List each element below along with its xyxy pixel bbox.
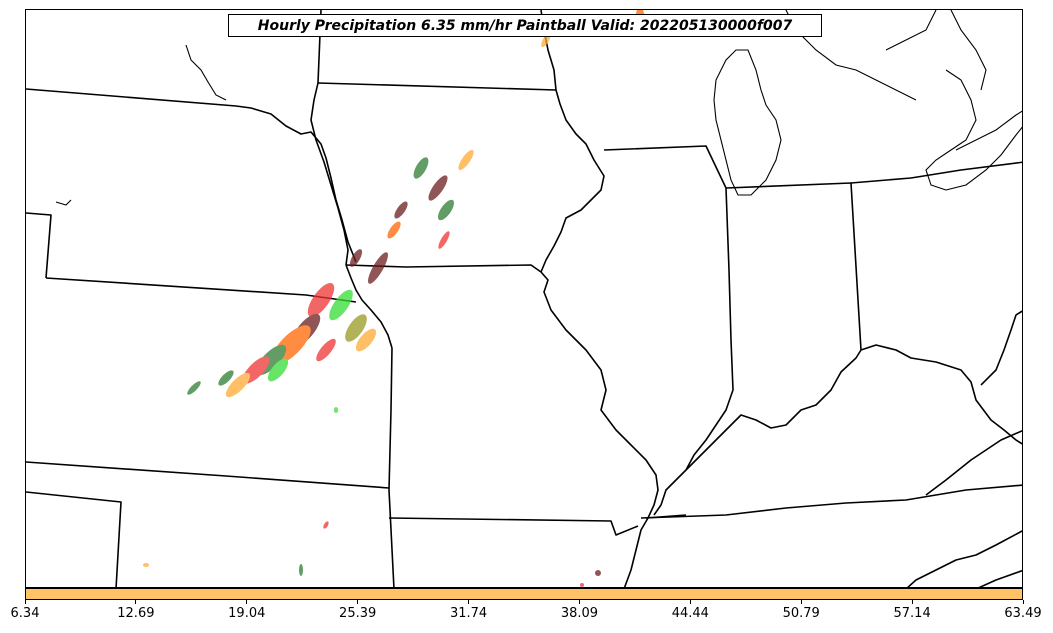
precip-blob <box>387 221 401 239</box>
colorbar-tick-mark <box>24 600 26 604</box>
state-border <box>26 491 122 587</box>
colorbar-tick-label: 38.09 <box>560 606 599 621</box>
precip-blob <box>458 149 474 171</box>
state-border <box>925 429 1022 496</box>
colorbar-tick-label: 19.04 <box>228 606 266 621</box>
state-border <box>26 88 237 107</box>
precip-blob <box>355 328 377 352</box>
lake-huron-shore <box>925 69 977 191</box>
colorbar-tick-mark <box>911 600 913 604</box>
precip-blob <box>428 175 448 201</box>
colorbar <box>25 588 1023 600</box>
colorbar-tick-mark <box>800 600 802 604</box>
state-border <box>540 89 605 273</box>
precip-blob <box>323 521 329 529</box>
precip-blob <box>595 570 601 576</box>
colorbar-tick-label: 12.69 <box>117 606 155 621</box>
state-border <box>645 514 687 519</box>
precip-blob <box>580 583 584 587</box>
colorbar-tick-mark <box>578 600 580 604</box>
lake-ontario-shore <box>955 110 1022 151</box>
precip-blob <box>143 563 149 567</box>
state-border <box>640 484 1022 519</box>
state-border <box>603 145 727 189</box>
colorbar-tick-label: 44.44 <box>671 606 709 621</box>
lake-michigan-shore <box>713 49 782 196</box>
state-border <box>317 82 557 91</box>
colorbar-tick-label: 31.74 <box>449 606 488 621</box>
precip-blob <box>437 199 455 221</box>
state-border <box>653 469 687 516</box>
colorbar-tick-label: 50.79 <box>782 606 820 621</box>
precip-blob <box>225 372 251 398</box>
precip-blob <box>267 358 289 382</box>
precip-blob <box>187 381 201 395</box>
state-border <box>725 182 862 351</box>
map-title: Hourly Precipitation 6.35 mm/hr Paintbal… <box>228 14 822 37</box>
precip-blob <box>368 252 388 284</box>
precip-blob <box>345 314 367 342</box>
colorbar-tick-label: 57.14 <box>893 606 931 621</box>
state-border <box>235 105 357 263</box>
state-border <box>26 212 52 279</box>
state-border <box>310 82 349 266</box>
state-border <box>26 461 390 489</box>
precip-blob <box>218 370 234 386</box>
state-border <box>685 187 734 471</box>
colorbar-tick-mark <box>246 600 248 604</box>
map-canvas <box>26 10 1022 587</box>
state-border <box>978 569 1022 587</box>
state-border <box>388 517 639 536</box>
colorbar-tick-label: 6.34 <box>10 606 40 621</box>
georgian-bay-shore <box>885 10 937 51</box>
state-border <box>685 349 862 471</box>
precip-blob <box>329 289 353 321</box>
state-border <box>850 161 1022 184</box>
colorbar-tick-mark <box>357 600 359 604</box>
colorbar-tick-label: 63.49 <box>1004 606 1042 621</box>
lake-huron-east <box>950 10 987 91</box>
precip-blob <box>349 249 363 267</box>
colorbar-tick-label: 25.39 <box>339 606 377 621</box>
state-border <box>907 530 1022 587</box>
lake-small <box>55 199 72 206</box>
colorbar-tick-mark <box>1022 600 1024 604</box>
precip-blob <box>307 282 335 318</box>
precip-blob <box>299 564 303 576</box>
colorbar-tick-mark <box>689 600 691 604</box>
precip-blob <box>334 407 338 413</box>
lake-erie-shore <box>945 126 1022 191</box>
precip-blob <box>438 231 450 249</box>
colorbar-tick-mark <box>468 600 470 604</box>
state-border <box>45 277 357 303</box>
precip-blob <box>394 201 408 219</box>
state-border <box>345 264 393 349</box>
state-border <box>540 271 659 587</box>
lake-superior-shore <box>185 44 227 101</box>
map-panel <box>25 9 1023 588</box>
precip-blob <box>316 338 336 362</box>
precip-blob <box>413 157 429 179</box>
state-border <box>980 310 1022 386</box>
state-border <box>860 344 1022 445</box>
state-border <box>388 347 395 587</box>
colorbar-tick-mark <box>135 600 137 604</box>
